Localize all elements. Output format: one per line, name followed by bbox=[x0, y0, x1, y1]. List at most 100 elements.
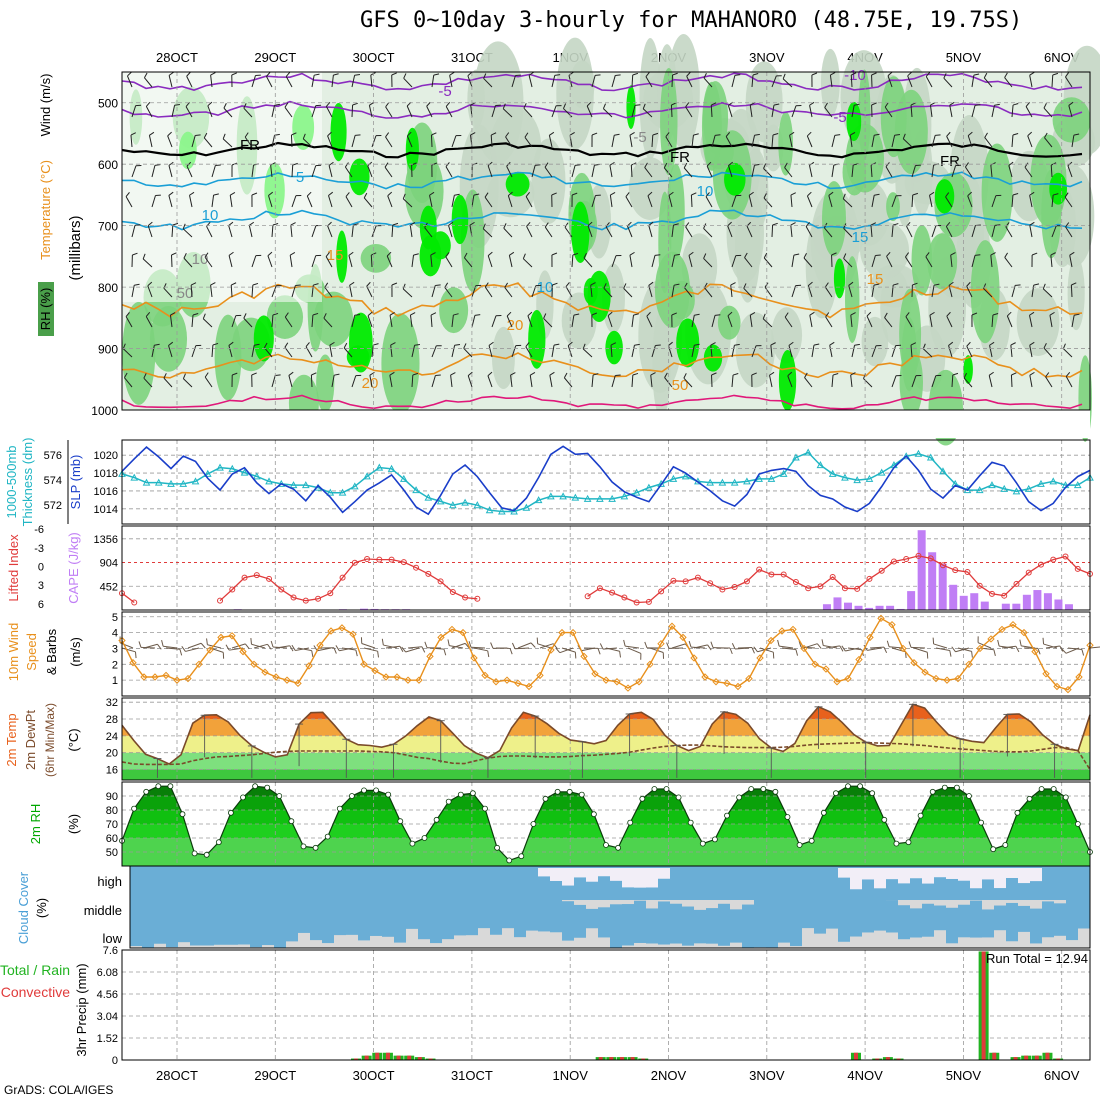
wind-barb bbox=[368, 105, 373, 118]
li-marker bbox=[707, 580, 714, 587]
surface-wind-barb bbox=[603, 647, 618, 650]
wind-barb bbox=[325, 252, 330, 257]
cloud-mid-block bbox=[1006, 900, 1018, 903]
precip-convective-bar bbox=[1024, 1055, 1029, 1060]
cloud-high-block bbox=[958, 868, 970, 881]
contour-label: FR bbox=[940, 153, 960, 170]
wind-barb bbox=[508, 255, 513, 268]
wind-barb bbox=[448, 221, 454, 226]
thickness-marker bbox=[216, 463, 224, 471]
precip-convective-bar bbox=[598, 1057, 603, 1060]
wind-barb bbox=[292, 162, 299, 166]
wind-barb bbox=[950, 252, 956, 256]
wind-speed-marker bbox=[217, 633, 225, 642]
thickness-marker bbox=[130, 473, 139, 481]
wind-barb bbox=[966, 281, 971, 287]
wind-barb bbox=[931, 165, 935, 178]
thickness-marker bbox=[167, 479, 175, 487]
contour-freezing bbox=[121, 141, 1083, 159]
cloud-low-block bbox=[958, 937, 970, 948]
wind-speed-marker bbox=[1064, 685, 1072, 694]
wind-barb bbox=[650, 375, 653, 388]
wind-barb bbox=[1031, 252, 1038, 256]
wind-barb bbox=[884, 312, 888, 318]
wind-speed-marker bbox=[767, 636, 775, 645]
cloud-unit-label: (%) bbox=[34, 898, 49, 918]
wind-barb bbox=[743, 283, 747, 289]
wind-barb bbox=[573, 313, 580, 316]
rh-marker bbox=[603, 842, 609, 848]
thickness-marker bbox=[448, 501, 457, 509]
wind-speed-marker bbox=[316, 641, 324, 649]
cloud-level-high: high bbox=[97, 874, 122, 889]
surface-wind-barb bbox=[250, 637, 252, 645]
wind-barb bbox=[671, 285, 675, 298]
cape-tick-label: 1356 bbox=[94, 534, 118, 546]
rh-marker bbox=[724, 812, 730, 819]
wind-barb bbox=[607, 311, 613, 317]
wind-barb bbox=[126, 75, 133, 88]
cloud-low-block bbox=[202, 945, 214, 948]
wind-barb bbox=[131, 165, 137, 178]
cloud-high-block bbox=[982, 868, 994, 880]
thickness-marker bbox=[265, 477, 273, 485]
li-marker bbox=[1050, 556, 1057, 563]
rh-marker bbox=[167, 783, 174, 790]
cloud-high-block bbox=[574, 868, 586, 878]
li-marker bbox=[449, 588, 456, 595]
surface-wind-barb bbox=[405, 647, 420, 653]
li-tick-label: -6 bbox=[34, 524, 44, 536]
wind-barb bbox=[370, 75, 373, 88]
wind-barb bbox=[615, 374, 621, 376]
cloud-mid-block bbox=[1030, 900, 1042, 909]
rh-marker bbox=[954, 784, 960, 791]
wind-barb bbox=[571, 254, 574, 268]
cloud-low-block bbox=[850, 936, 862, 948]
wind-barb bbox=[967, 195, 973, 208]
wind-barb bbox=[351, 135, 356, 148]
wind-barb bbox=[725, 136, 733, 148]
li-marker bbox=[388, 556, 395, 563]
rh-marker bbox=[433, 816, 440, 823]
precip-convective-bar bbox=[385, 1052, 390, 1060]
wind-barb bbox=[686, 76, 693, 88]
wind-barb bbox=[306, 195, 313, 208]
wind-barb bbox=[524, 136, 533, 148]
wind-barb bbox=[229, 195, 233, 208]
wind-barb bbox=[505, 132, 510, 138]
wind-label-1: 10m Wind bbox=[6, 623, 21, 682]
wind-barb bbox=[323, 313, 327, 319]
precip-convective-bar bbox=[428, 1058, 433, 1060]
wind-barb bbox=[333, 73, 339, 76]
cloud-low-block bbox=[190, 945, 202, 948]
thickness-marker bbox=[522, 503, 531, 511]
surface-wind-barb bbox=[751, 647, 755, 654]
wind-barb bbox=[526, 226, 533, 238]
li-marker bbox=[1025, 569, 1032, 576]
precip-convective-bar bbox=[619, 1057, 624, 1060]
wind-barb bbox=[392, 222, 399, 226]
rh-marker bbox=[336, 805, 343, 812]
temp-label: 2m Temp bbox=[4, 713, 19, 766]
wind-barb bbox=[851, 72, 857, 76]
wind-barb bbox=[454, 344, 461, 346]
wind-barb bbox=[328, 191, 334, 196]
wind-barb bbox=[385, 132, 390, 138]
precip-convective-bar bbox=[641, 1058, 646, 1060]
wind-barb bbox=[651, 134, 654, 148]
wind-barb bbox=[484, 196, 493, 208]
wind-barb bbox=[793, 253, 800, 256]
cloud-low-block bbox=[1078, 928, 1090, 948]
pressure-tick-label: 600 bbox=[98, 158, 118, 172]
surface-wind-barb bbox=[138, 641, 142, 648]
wind-barb bbox=[367, 315, 373, 328]
wind-barb bbox=[410, 312, 416, 316]
cloud-low-block bbox=[730, 942, 742, 948]
contour-label: 5 bbox=[296, 169, 304, 186]
wind-barb bbox=[467, 375, 473, 388]
surface-wind-barb bbox=[517, 642, 532, 649]
surface-wind-barb bbox=[581, 647, 596, 652]
li-marker bbox=[437, 578, 444, 585]
wind-barb bbox=[366, 286, 373, 298]
wind-speed-marker bbox=[855, 655, 863, 664]
